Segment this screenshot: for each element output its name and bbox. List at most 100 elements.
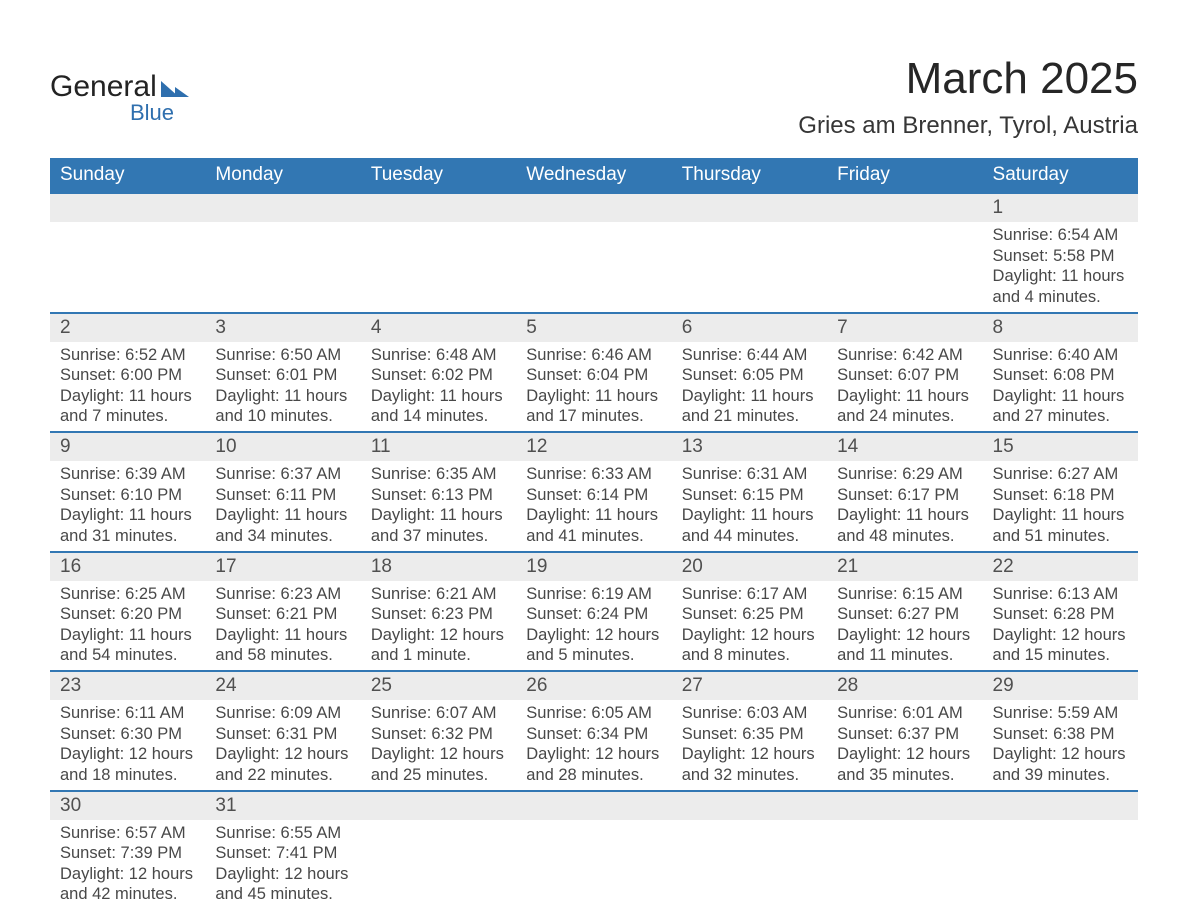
day-number-cell: 7 xyxy=(827,313,982,342)
sunset-line: Sunset: 6:34 PM xyxy=(526,724,665,745)
day-detail-cell xyxy=(50,222,205,313)
sunrise-line: Sunrise: 6:15 AM xyxy=(837,584,976,605)
day-detail-cell: Sunrise: 6:13 AMSunset: 6:28 PMDaylight:… xyxy=(983,581,1138,672)
brand-logo: General Blue xyxy=(50,40,189,126)
day-detail-cell: Sunrise: 6:40 AMSunset: 6:08 PMDaylight:… xyxy=(983,342,1138,433)
brand-mark-icon xyxy=(161,77,189,97)
day-number-cell: 26 xyxy=(516,671,671,700)
day-number-cell xyxy=(516,791,671,820)
sunrise-line: Sunrise: 6:21 AM xyxy=(371,584,510,605)
day-detail-cell xyxy=(983,820,1138,910)
day-number-row: 2345678 xyxy=(50,313,1138,342)
day-detail-cell xyxy=(827,820,982,910)
sunset-line: Sunset: 6:28 PM xyxy=(993,604,1132,625)
daylight-line: Daylight: 11 hours and 58 minutes. xyxy=(215,625,354,666)
sunset-line: Sunset: 6:15 PM xyxy=(682,485,821,506)
sunset-line: Sunset: 6:02 PM xyxy=(371,365,510,386)
day-number-cell: 31 xyxy=(205,791,360,820)
daylight-line: Daylight: 11 hours and 44 minutes. xyxy=(682,505,821,546)
daylight-line: Daylight: 11 hours and 17 minutes. xyxy=(526,386,665,427)
sunrise-line: Sunrise: 6:07 AM xyxy=(371,703,510,724)
day-detail-cell xyxy=(361,222,516,313)
day-detail-cell: Sunrise: 6:05 AMSunset: 6:34 PMDaylight:… xyxy=(516,700,671,791)
sunrise-line: Sunrise: 6:42 AM xyxy=(837,345,976,366)
day-detail-cell xyxy=(516,820,671,910)
sunset-line: Sunset: 6:00 PM xyxy=(60,365,199,386)
day-number-cell: 21 xyxy=(827,552,982,581)
sunset-line: Sunset: 6:37 PM xyxy=(837,724,976,745)
daylight-line: Daylight: 11 hours and 54 minutes. xyxy=(60,625,199,666)
day-number-cell: 22 xyxy=(983,552,1138,581)
daylight-line: Daylight: 12 hours and 18 minutes. xyxy=(60,744,199,785)
day-detail-cell: Sunrise: 6:25 AMSunset: 6:20 PMDaylight:… xyxy=(50,581,205,672)
daylight-line: Daylight: 11 hours and 21 minutes. xyxy=(682,386,821,427)
sunrise-line: Sunrise: 6:39 AM xyxy=(60,464,199,485)
daylight-line: Daylight: 11 hours and 24 minutes. xyxy=(837,386,976,427)
day-number-row: 1 xyxy=(50,193,1138,222)
day-number-cell: 13 xyxy=(672,432,827,461)
day-detail-cell: Sunrise: 6:19 AMSunset: 6:24 PMDaylight:… xyxy=(516,581,671,672)
sunset-line: Sunset: 6:14 PM xyxy=(526,485,665,506)
sunset-line: Sunset: 6:32 PM xyxy=(371,724,510,745)
day-number-cell: 16 xyxy=(50,552,205,581)
sunrise-line: Sunrise: 6:44 AM xyxy=(682,345,821,366)
daylight-line: Daylight: 12 hours and 15 minutes. xyxy=(993,625,1132,666)
sunrise-line: Sunrise: 6:33 AM xyxy=(526,464,665,485)
day-detail-cell: Sunrise: 6:03 AMSunset: 6:35 PMDaylight:… xyxy=(672,700,827,791)
day-number-cell: 8 xyxy=(983,313,1138,342)
daylight-line: Daylight: 11 hours and 48 minutes. xyxy=(837,505,976,546)
day-detail-cell: Sunrise: 6:55 AMSunset: 7:41 PMDaylight:… xyxy=(205,820,360,910)
day-number-cell: 17 xyxy=(205,552,360,581)
daylight-line: Daylight: 11 hours and 4 minutes. xyxy=(993,266,1132,307)
day-number-cell: 18 xyxy=(361,552,516,581)
sunrise-line: Sunrise: 6:50 AM xyxy=(215,345,354,366)
day-detail-cell: Sunrise: 6:17 AMSunset: 6:25 PMDaylight:… xyxy=(672,581,827,672)
sunrise-line: Sunrise: 6:54 AM xyxy=(993,225,1132,246)
day-detail-cell: Sunrise: 6:57 AMSunset: 7:39 PMDaylight:… xyxy=(50,820,205,910)
location-subtitle: Gries am Brenner, Tyrol, Austria xyxy=(798,112,1138,140)
day-detail-cell xyxy=(516,222,671,313)
daylight-line: Daylight: 12 hours and 42 minutes. xyxy=(60,864,199,905)
day-header-row: SundayMondayTuesdayWednesdayThursdayFrid… xyxy=(50,158,1138,193)
month-title: March 2025 xyxy=(798,54,1138,104)
day-number-cell: 25 xyxy=(361,671,516,700)
sunrise-line: Sunrise: 6:17 AM xyxy=(682,584,821,605)
day-number-cell xyxy=(50,193,205,222)
title-block: March 2025 Gries am Brenner, Tyrol, Aust… xyxy=(798,40,1138,140)
day-detail-cell: Sunrise: 6:46 AMSunset: 6:04 PMDaylight:… xyxy=(516,342,671,433)
sunset-line: Sunset: 6:08 PM xyxy=(993,365,1132,386)
day-header: Monday xyxy=(205,158,360,193)
sunrise-line: Sunrise: 6:25 AM xyxy=(60,584,199,605)
day-detail-cell: Sunrise: 6:35 AMSunset: 6:13 PMDaylight:… xyxy=(361,461,516,552)
sunset-line: Sunset: 6:21 PM xyxy=(215,604,354,625)
day-detail-cell xyxy=(827,222,982,313)
sunrise-line: Sunrise: 6:19 AM xyxy=(526,584,665,605)
sunset-line: Sunset: 6:23 PM xyxy=(371,604,510,625)
sunrise-line: Sunrise: 6:01 AM xyxy=(837,703,976,724)
daylight-line: Daylight: 11 hours and 31 minutes. xyxy=(60,505,199,546)
day-number-cell xyxy=(827,193,982,222)
sunrise-line: Sunrise: 6:09 AM xyxy=(215,703,354,724)
sunset-line: Sunset: 5:58 PM xyxy=(993,246,1132,267)
daylight-line: Daylight: 12 hours and 5 minutes. xyxy=(526,625,665,666)
brand-text-1: General xyxy=(50,70,157,104)
sunset-line: Sunset: 6:17 PM xyxy=(837,485,976,506)
day-detail-cell: Sunrise: 6:44 AMSunset: 6:05 PMDaylight:… xyxy=(672,342,827,433)
day-number-cell: 2 xyxy=(50,313,205,342)
sunset-line: Sunset: 7:41 PM xyxy=(215,843,354,864)
day-detail-cell: Sunrise: 6:07 AMSunset: 6:32 PMDaylight:… xyxy=(361,700,516,791)
daylight-line: Daylight: 12 hours and 45 minutes. xyxy=(215,864,354,905)
sunset-line: Sunset: 6:35 PM xyxy=(682,724,821,745)
daylight-line: Daylight: 12 hours and 35 minutes. xyxy=(837,744,976,785)
day-number-cell xyxy=(827,791,982,820)
day-detail-cell: Sunrise: 6:27 AMSunset: 6:18 PMDaylight:… xyxy=(983,461,1138,552)
day-detail-cell: Sunrise: 6:31 AMSunset: 6:15 PMDaylight:… xyxy=(672,461,827,552)
day-detail-cell: Sunrise: 6:48 AMSunset: 6:02 PMDaylight:… xyxy=(361,342,516,433)
sunrise-line: Sunrise: 6:05 AM xyxy=(526,703,665,724)
day-number-cell: 29 xyxy=(983,671,1138,700)
day-detail-cell: Sunrise: 6:15 AMSunset: 6:27 PMDaylight:… xyxy=(827,581,982,672)
daylight-line: Daylight: 11 hours and 41 minutes. xyxy=(526,505,665,546)
header: General Blue March 2025 Gries am Brenner… xyxy=(50,40,1138,140)
day-detail-cell xyxy=(672,820,827,910)
day-header: Friday xyxy=(827,158,982,193)
